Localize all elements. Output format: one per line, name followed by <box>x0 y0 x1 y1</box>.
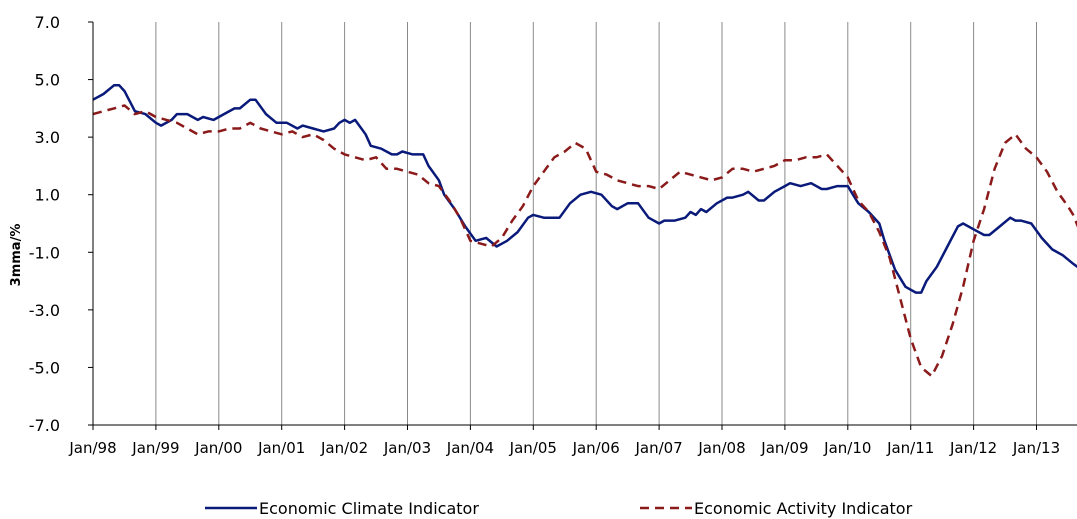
x-tick-label-5: Jan/03 <box>383 439 431 457</box>
x-tick-label-2: Jan/00 <box>194 439 242 457</box>
x-tick-label-1: Jan/99 <box>131 439 179 457</box>
x-tick-label-0: Jan/98 <box>68 439 116 457</box>
series-line-1 <box>92 104 1077 378</box>
y-tick-label-2: 3.0 <box>35 128 60 147</box>
x-tick-label-4: Jan/02 <box>320 439 368 457</box>
x-tick-label-15: Jan/13 <box>1012 439 1060 457</box>
y-tick-label-0: 7.0 <box>35 13 60 32</box>
legend-label-0: Economic Climate Indicator <box>259 499 479 518</box>
y-tick-label-4: -1.0 <box>29 243 60 262</box>
y-tick-label-6: -5.0 <box>29 358 60 377</box>
x-tick-label-8: Jan/06 <box>572 439 620 457</box>
axes <box>92 22 1077 426</box>
y-tick-label-1: 5.0 <box>35 71 60 90</box>
y-axis-label: 3mma/% <box>9 224 24 287</box>
x-tick-label-10: Jan/08 <box>697 439 745 457</box>
series-lines <box>92 84 1077 378</box>
legend-label-1: Economic Activity Indicator <box>694 499 913 518</box>
x-tick-label-13: Jan/11 <box>886 439 934 457</box>
y-tick-label-7: -7.0 <box>29 416 60 435</box>
y-tick-labels: 7.0 5.0 3.0 1.0 -1.0 -3.0 -5.0 -7.0 <box>29 13 60 435</box>
y-tick-label-3: 1.0 <box>35 186 60 205</box>
x-tick-label-3: Jan/01 <box>257 439 305 457</box>
series-line-0 <box>92 84 1077 294</box>
x-tick-labels: Jan/98 Jan/99 Jan/00 Jan/01 Jan/02 Jan/03 Jan/… <box>68 439 1060 457</box>
x-tick-label-12: Jan/10 <box>823 439 871 457</box>
x-tick-label-11: Jan/09 <box>760 439 808 457</box>
legend: Economic Climate Indicator Economic Activ… <box>205 499 913 518</box>
vertical-gridlines <box>88 21 1037 430</box>
y-tick-label-5: -3.0 <box>29 301 60 320</box>
x-tick-label-14: Jan/12 <box>949 439 997 457</box>
x-tick-label-9: Jan/07 <box>634 439 682 457</box>
x-tick-label-7: Jan/05 <box>509 439 557 457</box>
x-tick-label-6: Jan/04 <box>446 439 494 457</box>
